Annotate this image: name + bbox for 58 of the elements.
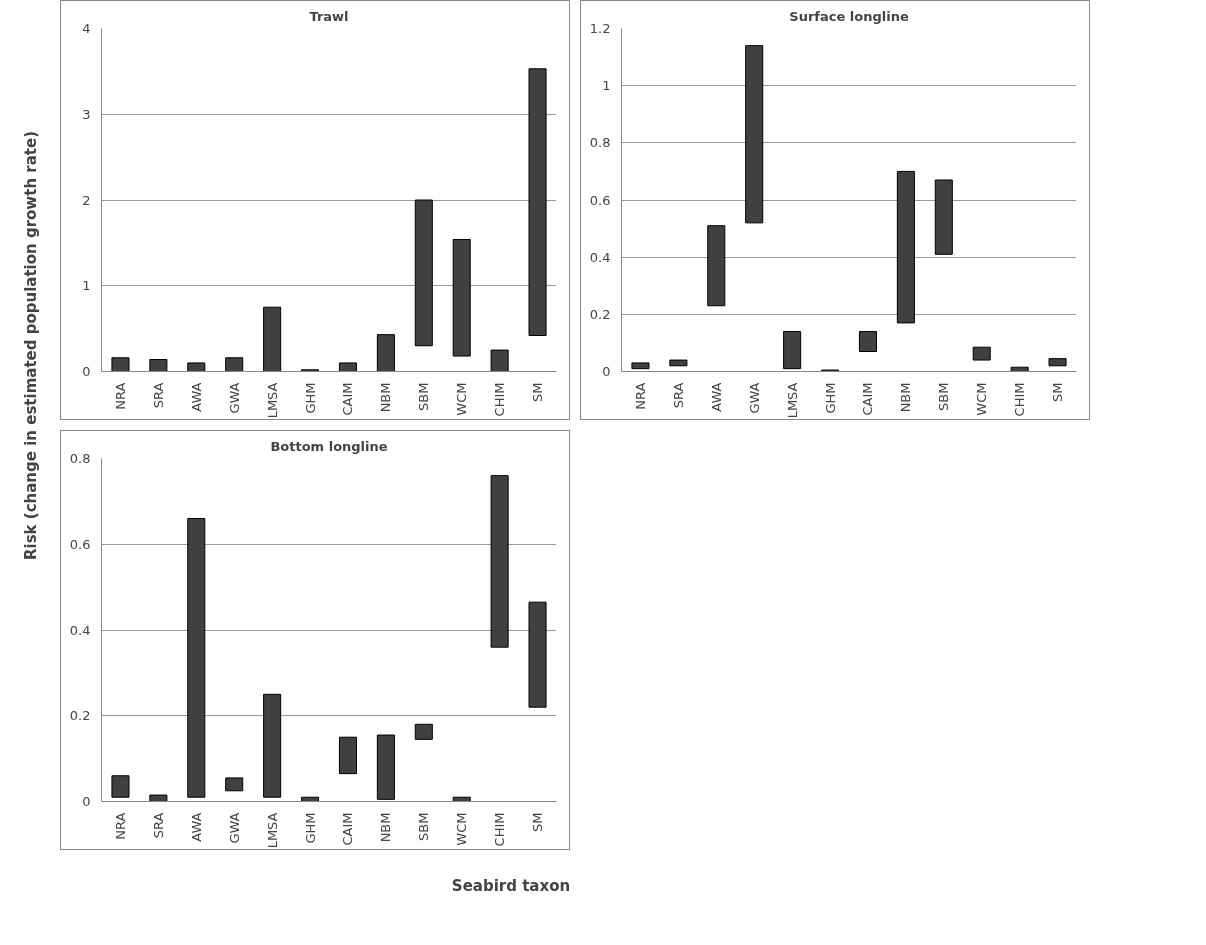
y-axis-title: Risk (change in estimated population growth rate) xyxy=(21,130,40,561)
x-tick-label: GHM xyxy=(302,812,318,844)
y-tick-label: 0 xyxy=(82,364,91,379)
y-tick-label: 3 xyxy=(82,106,91,122)
y-tick-label: 0 xyxy=(602,364,611,379)
x-tick-label: SRA xyxy=(150,382,166,409)
x-tick-label: GWA xyxy=(746,382,762,414)
x-tick-label: LMSA xyxy=(264,382,280,419)
y-tick-label: 1 xyxy=(82,278,91,294)
chart-title: Surface longline xyxy=(789,8,909,24)
x-tick-label: CAIM xyxy=(340,812,356,846)
x-tick-label: CAIM xyxy=(860,382,876,416)
x-tick-label: NBM xyxy=(378,382,394,413)
x-tick-label: CAIM xyxy=(340,382,356,416)
x-tick-label: SBM xyxy=(416,382,432,411)
x-tick-label: SM xyxy=(530,812,546,832)
y-tick-label: 0.6 xyxy=(69,536,91,552)
y-tick-label: 1 xyxy=(602,78,611,94)
y-tick-label: 4 xyxy=(82,21,91,36)
x-tick-label: CHIM xyxy=(492,812,508,847)
x-tick-label: LMSA xyxy=(264,812,280,849)
y-tick-label: 2 xyxy=(82,192,91,208)
x-tick-label: WCM xyxy=(974,382,990,416)
y-tick-label: 0.4 xyxy=(589,249,611,265)
x-axis-title: Seabird taxon xyxy=(451,876,571,895)
x-tick-label: SRA xyxy=(150,812,166,839)
x-tick-label: NRA xyxy=(112,382,128,410)
x-tick-label: WCM xyxy=(454,812,470,846)
chart-title: Bottom longline xyxy=(270,438,388,454)
x-tick-label: GHM xyxy=(822,382,838,414)
y-tick-label: 0.8 xyxy=(589,135,611,151)
x-tick-label: GWA xyxy=(226,812,242,844)
x-tick-label: GHM xyxy=(302,382,318,414)
x-tick-label: CHIM xyxy=(1012,382,1028,417)
x-tick-label: NRA xyxy=(112,812,128,840)
y-tick-label: 0.2 xyxy=(589,306,611,322)
x-tick-label: AWA xyxy=(708,382,724,412)
x-tick-label: CHIM xyxy=(492,382,508,417)
x-tick-label: AWA xyxy=(188,382,204,412)
x-tick-label: NRA xyxy=(632,382,648,410)
chart-title: Trawl xyxy=(309,8,349,24)
x-tick-label: WCM xyxy=(454,382,470,416)
y-tick-label: 0.6 xyxy=(589,192,611,208)
x-tick-label: SRA xyxy=(670,382,686,409)
x-tick-label: SM xyxy=(530,382,546,402)
x-tick-label: AWA xyxy=(188,812,204,842)
y-tick-label: 0.2 xyxy=(69,708,91,724)
y-tick-label: 1.2 xyxy=(589,21,611,36)
x-tick-label: GWA xyxy=(226,382,242,414)
x-tick-label: LMSA xyxy=(784,382,800,419)
x-tick-label: SBM xyxy=(936,382,952,411)
x-tick-label: NBM xyxy=(378,812,394,843)
y-tick-label: 0.4 xyxy=(69,622,91,638)
x-tick-label: SBM xyxy=(416,812,432,841)
x-tick-label: SM xyxy=(1050,382,1066,402)
y-tick-label: 0.8 xyxy=(69,451,91,466)
y-tick-label: 0 xyxy=(82,794,91,809)
x-tick-label: NBM xyxy=(898,382,914,413)
